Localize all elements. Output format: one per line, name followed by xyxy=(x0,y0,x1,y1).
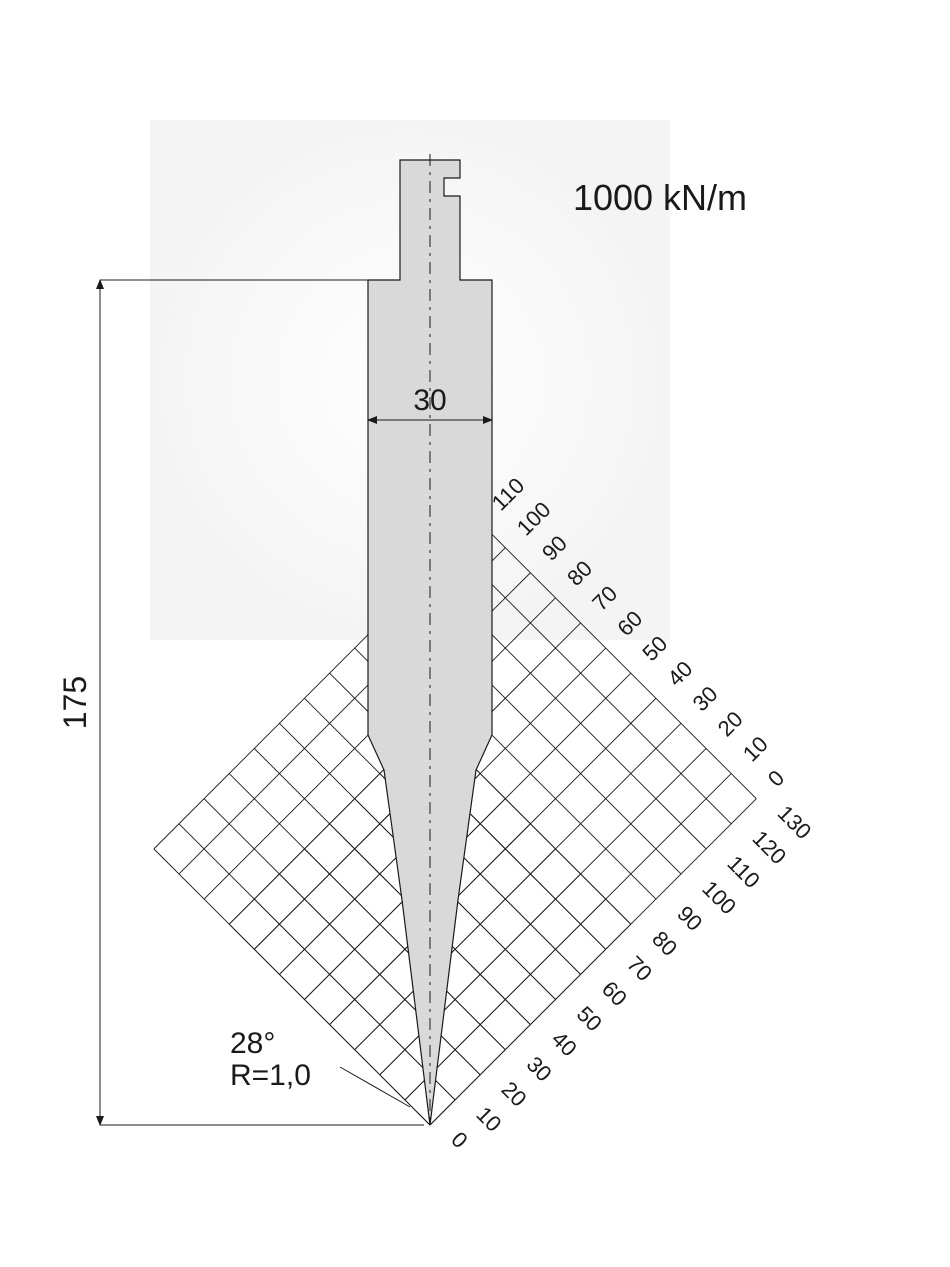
svg-text:50: 50 xyxy=(572,1001,607,1036)
svg-text:0: 0 xyxy=(763,765,789,791)
dim-height: 175 xyxy=(57,676,93,729)
svg-text:70: 70 xyxy=(622,951,657,986)
dim-radius: R=1,0 xyxy=(230,1059,311,1092)
svg-text:20: 20 xyxy=(713,706,748,741)
svg-text:40: 40 xyxy=(663,656,698,691)
svg-text:100: 100 xyxy=(697,876,741,920)
svg-text:30: 30 xyxy=(688,681,723,716)
dim-width: 30 xyxy=(413,384,446,417)
svg-text:80: 80 xyxy=(647,926,682,961)
svg-text:110: 110 xyxy=(722,851,764,893)
svg-text:60: 60 xyxy=(597,976,632,1011)
svg-text:40: 40 xyxy=(547,1026,582,1061)
diagram-stage: 0102030405060708090100110120130010203040… xyxy=(0,0,950,1267)
svg-text:10: 10 xyxy=(738,731,773,766)
svg-text:130: 130 xyxy=(773,800,817,844)
svg-text:20: 20 xyxy=(497,1077,532,1112)
svg-text:10: 10 xyxy=(471,1102,506,1137)
svg-text:120: 120 xyxy=(748,826,792,870)
dim-angle: 28° xyxy=(230,1027,275,1060)
svg-text:90: 90 xyxy=(672,901,707,936)
svg-text:0: 0 xyxy=(446,1127,472,1153)
svg-text:30: 30 xyxy=(522,1051,557,1086)
label-load: 1000 kN/m xyxy=(573,177,747,218)
